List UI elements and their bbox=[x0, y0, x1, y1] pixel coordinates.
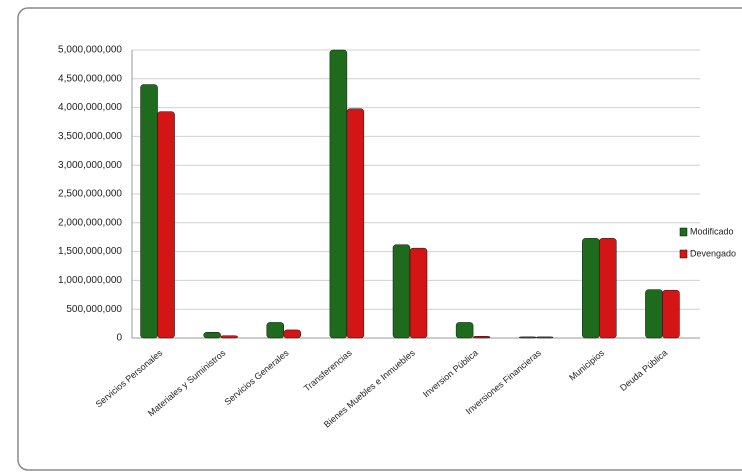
bar bbox=[157, 111, 175, 339]
y-tick-label: 0 bbox=[116, 333, 122, 344]
legend-label: Devengado bbox=[690, 248, 736, 258]
bar bbox=[203, 331, 221, 339]
y-tick-label: 5,000,000,000 bbox=[58, 45, 122, 56]
y-tick-label: 4,500,000,000 bbox=[58, 73, 122, 84]
bar bbox=[266, 322, 285, 339]
bar bbox=[346, 108, 365, 339]
y-tick-label: 3,500,000,000 bbox=[58, 131, 122, 142]
bar bbox=[283, 329, 302, 339]
y-tick-label: 2,000,000,000 bbox=[58, 217, 122, 228]
legend-swatch bbox=[679, 249, 688, 259]
bar bbox=[472, 336, 491, 339]
bar bbox=[518, 336, 537, 339]
bar bbox=[140, 84, 158, 339]
bar bbox=[392, 244, 411, 339]
bar bbox=[535, 336, 554, 339]
bar bbox=[409, 247, 428, 339]
bar bbox=[599, 238, 617, 339]
bar bbox=[662, 289, 680, 339]
bar bbox=[220, 335, 238, 339]
legend-label: Modificado bbox=[690, 226, 734, 236]
chart-frame bbox=[17, 7, 742, 471]
bar bbox=[329, 49, 348, 339]
y-tick-label: 1,500,000,000 bbox=[58, 246, 122, 257]
bar bbox=[582, 238, 600, 339]
bar bbox=[455, 322, 474, 339]
y-tick-label: 4,000,000,000 bbox=[58, 102, 122, 113]
legend-swatch bbox=[679, 227, 688, 237]
y-tick-label: 2,500,000,000 bbox=[58, 189, 122, 200]
bar bbox=[645, 289, 663, 339]
y-tick-label: 3,000,000,000 bbox=[58, 160, 122, 171]
y-tick-label: 1,000,000,000 bbox=[58, 275, 122, 286]
y-tick-label: 500,000,000 bbox=[66, 304, 122, 315]
